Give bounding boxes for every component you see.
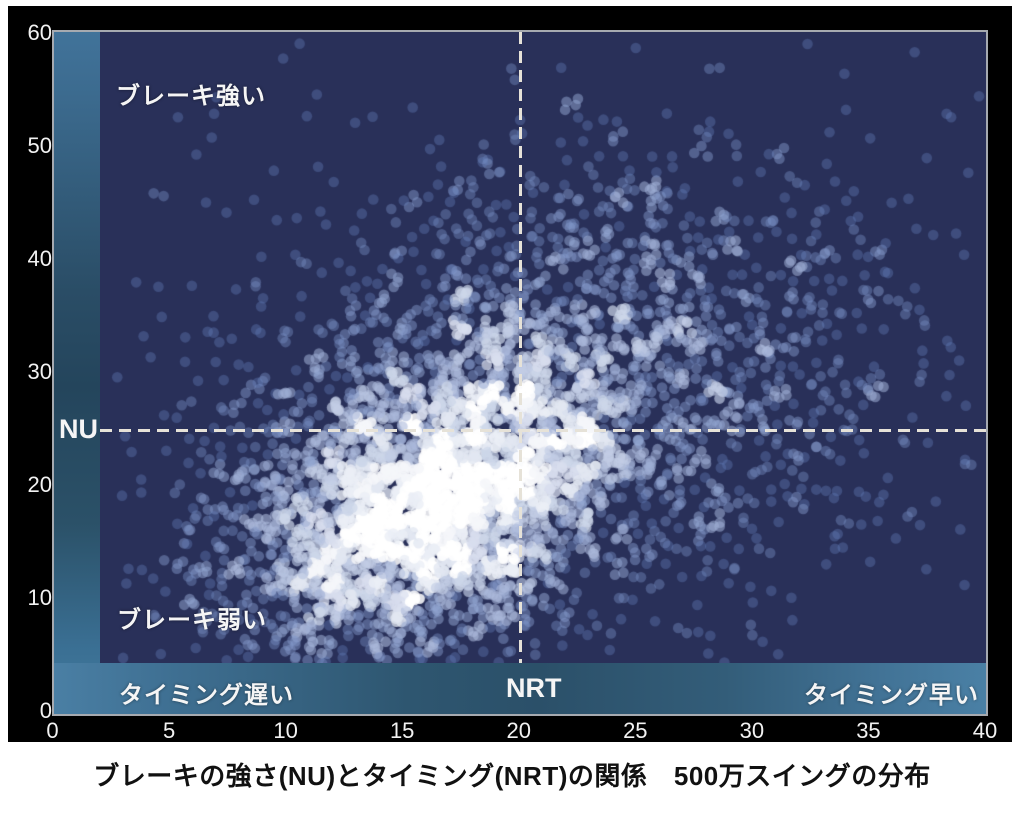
x-tick-40: 40 xyxy=(972,718,998,743)
y-tick-20: 20 xyxy=(27,472,52,497)
label-brake-strong: ブレーキ強い xyxy=(116,83,266,110)
y-tick-50: 50 xyxy=(27,133,52,158)
x-tick-5: 5 xyxy=(162,718,176,743)
label-nu: NU xyxy=(59,413,98,444)
y-tick-60: 60 xyxy=(27,20,52,45)
y-tick-10: 10 xyxy=(27,585,52,610)
label-nrt: NRT xyxy=(506,673,562,703)
x-tick-15: 15 xyxy=(389,718,415,743)
figure-background: ブレーキ強い ブレーキ弱い タイミング遅い NRT タイミング早い NU 0 5 1… xyxy=(8,6,1012,743)
left-gradient-band xyxy=(54,32,100,714)
y-tick-0: 0 xyxy=(39,698,52,723)
x-tick-0: 0 xyxy=(46,718,59,743)
x-tick-25: 25 xyxy=(623,718,648,743)
label-timing-early: タイミング早い xyxy=(804,682,979,709)
plot-area: ブレーキ強い ブレーキ弱い タイミング遅い NRT タイミング早い NU xyxy=(52,30,988,716)
y-tick-40: 40 xyxy=(27,246,52,271)
y-tick-30: 30 xyxy=(27,359,52,384)
scatter-canvas xyxy=(100,32,986,663)
x-tick-35: 35 xyxy=(856,718,881,743)
label-timing-late: タイミング遅い xyxy=(119,682,294,709)
nu-reference-line xyxy=(100,429,986,432)
x-tick-30: 30 xyxy=(739,718,765,743)
x-tick-10: 10 xyxy=(273,718,298,743)
x-tick-20: 20 xyxy=(506,718,531,743)
label-brake-weak: ブレーキ弱い xyxy=(117,607,267,634)
chart-title: ブレーキの強さ(NU)とタイミング(NRT)の関係 500万スイングの分布 xyxy=(93,761,931,791)
nrt-reference-line xyxy=(519,32,523,663)
bottom-gradient-band xyxy=(54,663,986,714)
